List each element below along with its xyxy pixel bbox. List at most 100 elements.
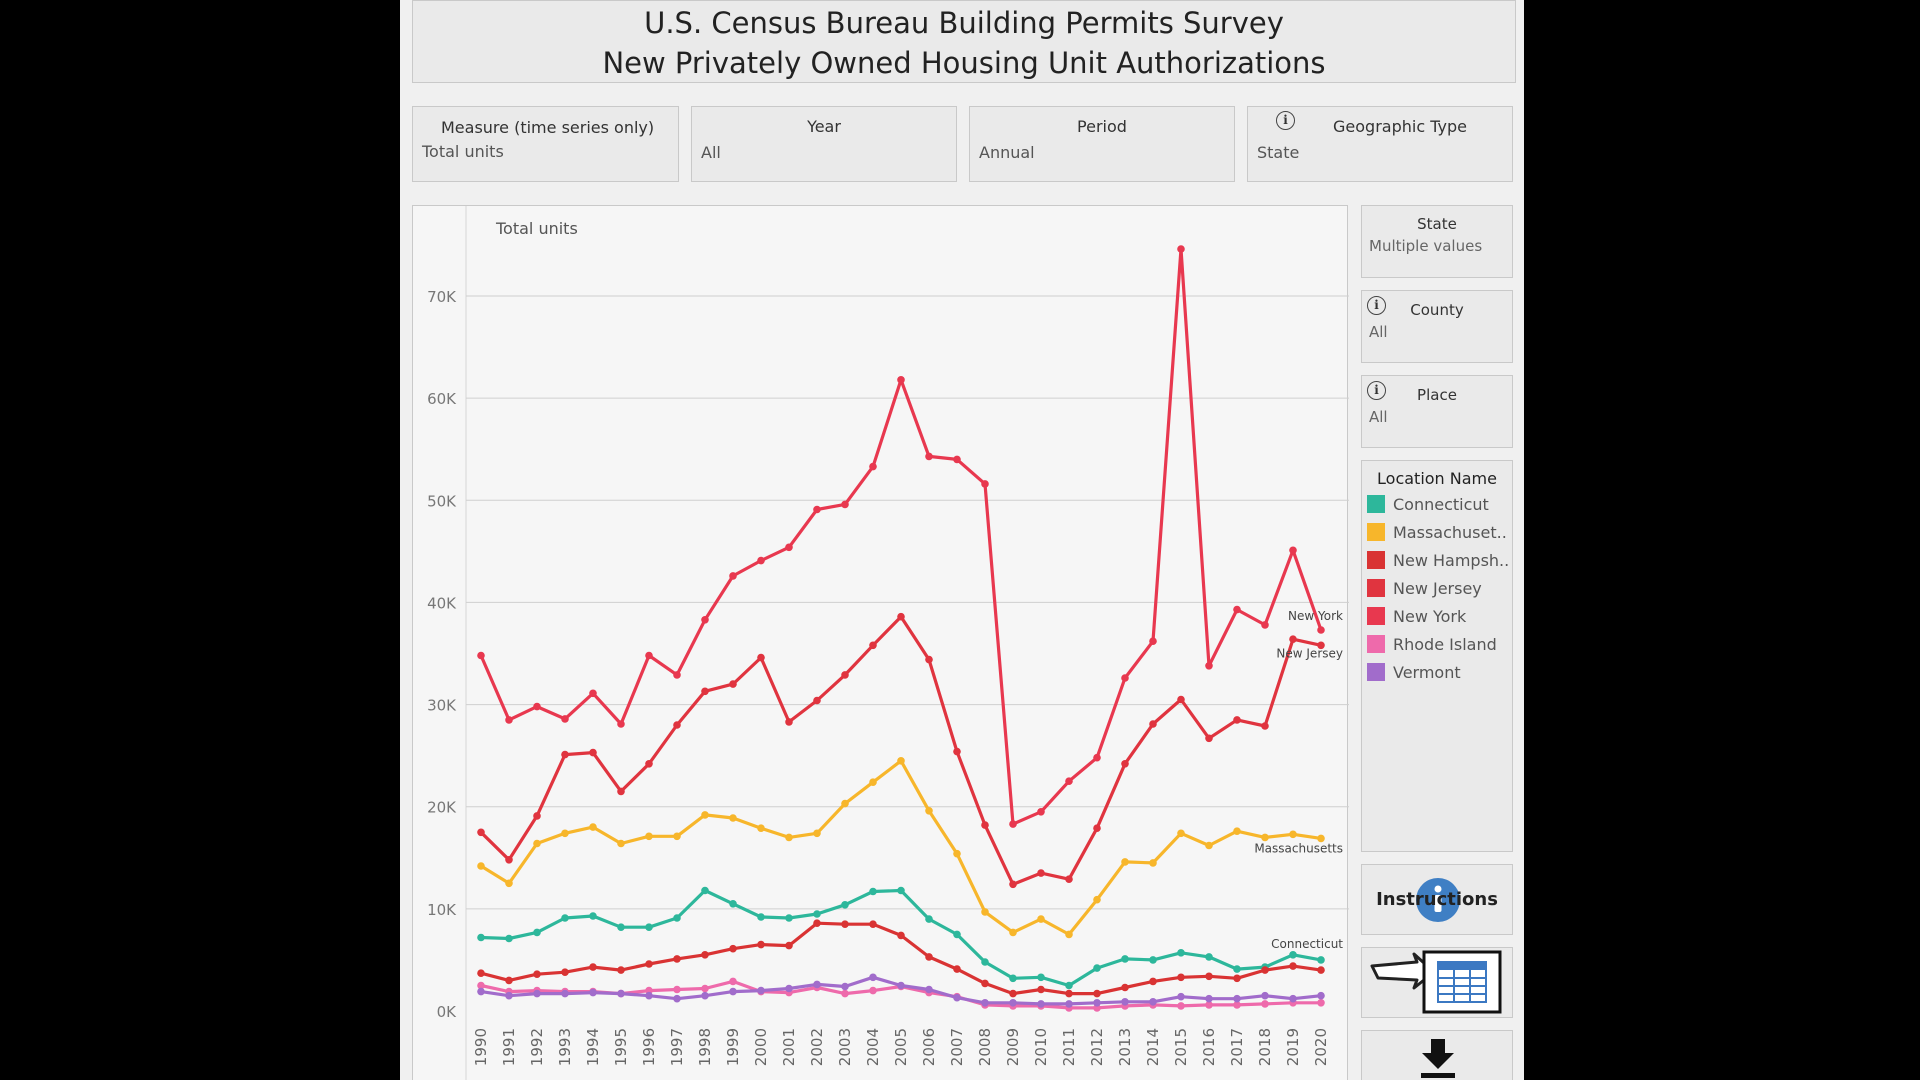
- data-point[interactable]: [1289, 951, 1297, 959]
- data-point[interactable]: [1317, 834, 1325, 843]
- data-point[interactable]: [813, 505, 821, 514]
- data-point[interactable]: [925, 655, 933, 664]
- data-point[interactable]: [813, 829, 821, 838]
- data-point[interactable]: [701, 616, 709, 624]
- data-point[interactable]: [505, 976, 513, 985]
- data-point[interactable]: [1121, 955, 1129, 963]
- data-point[interactable]: [981, 958, 989, 966]
- data-point[interactable]: [1065, 875, 1073, 883]
- data-point[interactable]: [589, 988, 597, 997]
- data-point[interactable]: [1093, 824, 1101, 832]
- data-point[interactable]: [981, 999, 989, 1007]
- data-point[interactable]: [1177, 973, 1185, 982]
- data-point[interactable]: [1065, 930, 1073, 939]
- county-filter[interactable]: i County All: [1361, 290, 1513, 363]
- data-point[interactable]: [729, 814, 737, 822]
- data-point[interactable]: [785, 941, 793, 950]
- data-point[interactable]: [505, 856, 513, 864]
- data-point[interactable]: [729, 900, 737, 908]
- data-point[interactable]: [673, 985, 681, 994]
- data-point[interactable]: [1205, 734, 1213, 743]
- data-point[interactable]: [701, 951, 709, 959]
- data-point[interactable]: [1261, 991, 1269, 1000]
- data-point[interactable]: [1121, 858, 1129, 866]
- measure-filter-value[interactable]: Total units: [422, 142, 504, 161]
- data-point[interactable]: [1009, 820, 1017, 828]
- data-point[interactable]: [785, 984, 793, 993]
- data-point[interactable]: [673, 721, 681, 729]
- data-point[interactable]: [1121, 674, 1129, 682]
- data-point[interactable]: [1205, 953, 1213, 961]
- data-point[interactable]: [841, 671, 849, 679]
- data-point[interactable]: [897, 376, 905, 384]
- data-point[interactable]: [757, 556, 765, 565]
- data-point[interactable]: [1261, 966, 1269, 974]
- data-point[interactable]: [1177, 992, 1185, 1001]
- data-point[interactable]: [533, 812, 541, 820]
- data-point[interactable]: [813, 980, 821, 989]
- legend-item[interactable]: Massachuset..: [1367, 521, 1507, 543]
- data-point[interactable]: [505, 879, 513, 888]
- data-point[interactable]: [673, 994, 681, 1003]
- data-point[interactable]: [589, 823, 597, 831]
- data-point[interactable]: [533, 839, 541, 848]
- data-point[interactable]: [1261, 833, 1269, 842]
- data-point[interactable]: [869, 641, 877, 650]
- info-icon[interactable]: i: [1367, 296, 1386, 315]
- data-point[interactable]: [589, 689, 597, 698]
- data-point[interactable]: [841, 901, 849, 909]
- data-point[interactable]: [1233, 974, 1241, 983]
- data-point[interactable]: [729, 572, 737, 580]
- geographic-type-value[interactable]: State: [1257, 143, 1300, 162]
- data-point[interactable]: [869, 778, 877, 786]
- data-point[interactable]: [1149, 637, 1157, 645]
- data-point[interactable]: [1009, 928, 1017, 937]
- data-point[interactable]: [1233, 716, 1241, 724]
- data-point[interactable]: [533, 989, 541, 998]
- data-point[interactable]: [1065, 989, 1073, 998]
- data-point[interactable]: [925, 985, 933, 994]
- data-point[interactable]: [1009, 880, 1017, 889]
- data-point[interactable]: [953, 747, 961, 756]
- legend-item[interactable]: Connecticut: [1367, 493, 1489, 515]
- data-point[interactable]: [1177, 245, 1185, 253]
- data-point[interactable]: [1121, 998, 1129, 1006]
- data-point[interactable]: [617, 966, 625, 974]
- data-point[interactable]: [1205, 662, 1213, 670]
- data-point[interactable]: [701, 991, 709, 1000]
- county-filter-value[interactable]: All: [1369, 323, 1388, 341]
- data-point[interactable]: [561, 989, 569, 998]
- data-point[interactable]: [785, 914, 793, 922]
- data-point[interactable]: [1149, 998, 1157, 1006]
- series-line-new-york[interactable]: [479, 247, 1323, 826]
- data-point[interactable]: [1317, 626, 1325, 634]
- data-point[interactable]: [1289, 546, 1297, 555]
- data-point[interactable]: [589, 748, 597, 757]
- data-point[interactable]: [617, 989, 625, 998]
- data-point[interactable]: [561, 914, 569, 922]
- data-point[interactable]: [673, 914, 681, 922]
- data-point[interactable]: [925, 915, 933, 923]
- data-point[interactable]: [1289, 962, 1297, 970]
- data-point[interactable]: [757, 986, 765, 995]
- year-filter[interactable]: Year All: [691, 106, 957, 182]
- data-point[interactable]: [1037, 985, 1045, 994]
- data-point[interactable]: [1289, 830, 1297, 839]
- period-filter-value[interactable]: Annual: [979, 143, 1035, 162]
- data-point[interactable]: [897, 757, 905, 765]
- data-point[interactable]: [533, 928, 541, 937]
- data-point[interactable]: [701, 811, 709, 819]
- data-point[interactable]: [1177, 1002, 1185, 1010]
- data-point[interactable]: [1149, 720, 1157, 728]
- data-point[interactable]: [1261, 722, 1269, 730]
- data-point[interactable]: [1261, 621, 1269, 629]
- data-point[interactable]: [1289, 635, 1297, 643]
- data-point[interactable]: [841, 982, 849, 991]
- data-point[interactable]: [477, 933, 485, 942]
- data-point[interactable]: [925, 953, 933, 961]
- year-filter-value[interactable]: All: [701, 143, 721, 162]
- data-point[interactable]: [477, 987, 485, 996]
- data-point[interactable]: [645, 960, 653, 968]
- data-point[interactable]: [897, 886, 905, 895]
- data-point[interactable]: [757, 940, 765, 949]
